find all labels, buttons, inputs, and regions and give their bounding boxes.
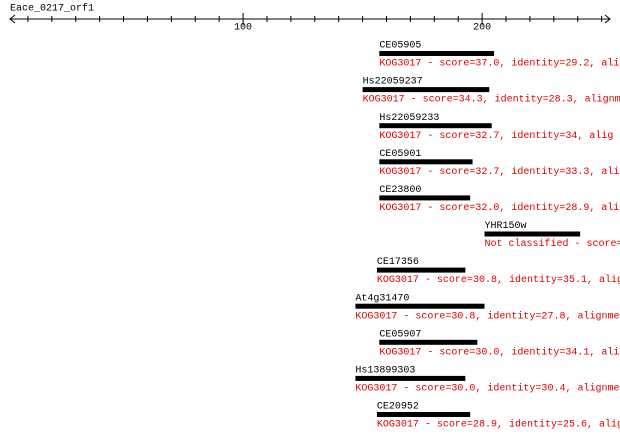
hit-bar — [379, 123, 492, 129]
hit-bar — [376, 412, 471, 417]
hit-description: KOG3017 - score=28.9, identity=25.6, ali… — [377, 419, 620, 431]
hit-name: CE05901 — [379, 149, 421, 160]
hit-name: CE05907 — [379, 329, 421, 340]
hit-description: Not classified - score= — [485, 238, 620, 250]
hit-name: YHR150w — [485, 221, 527, 232]
tick-label: 200 — [473, 23, 491, 34]
ruler-ends — [9, 14, 611, 24]
hit-name: At4g31470 — [355, 293, 409, 304]
hit-name: Hs13899303 — [355, 366, 415, 377]
hit-bar — [355, 375, 466, 381]
hit-description: KOG3017 - score=34.3, identity=28.3, ali… — [363, 94, 620, 106]
hit-bar — [379, 339, 478, 345]
hit-description: KOG3017 - score=32.7, identity=33.3, ali — [379, 166, 619, 178]
tick-label: 100 — [234, 23, 252, 34]
hit-description: KOG3017 - score=32.0, identity=28.9, ali — [379, 202, 619, 214]
hit-description: KOG3017 - score=30.8, identity=35.1, ali… — [377, 274, 620, 286]
hit-description: KOG3017 - score=37.0, identity=29.2, ali — [379, 58, 619, 70]
hit-name: Hs22059237 — [363, 77, 423, 88]
hit-bar — [379, 51, 495, 56]
hit-bar — [379, 195, 471, 201]
hit-name: Hs22059233 — [379, 113, 439, 124]
hit-description: KOG3017 - score=30.0, identity=30.4, ali… — [355, 383, 619, 395]
hit-bar — [379, 159, 473, 165]
hit-bar — [484, 231, 581, 237]
hit-name: CE17356 — [377, 257, 419, 268]
hit-bar — [362, 87, 490, 93]
hit-bar — [376, 267, 466, 273]
hit-description: KOG3017 - score=30.0, identity=34.1, ali — [379, 346, 619, 358]
hit-bar — [355, 303, 485, 309]
hit-name: CE23800 — [379, 185, 421, 196]
hit-name: CE20952 — [377, 402, 419, 413]
hit-description: KOG3017 - score=30.8, identity=27.8, ali… — [355, 310, 619, 322]
hit-name: CE05905 — [379, 41, 421, 52]
hit-description: KOG3017 - score=32.7, identity=34, alig — [379, 130, 613, 142]
query-title: Eace_0217_orf1 — [10, 3, 94, 15]
